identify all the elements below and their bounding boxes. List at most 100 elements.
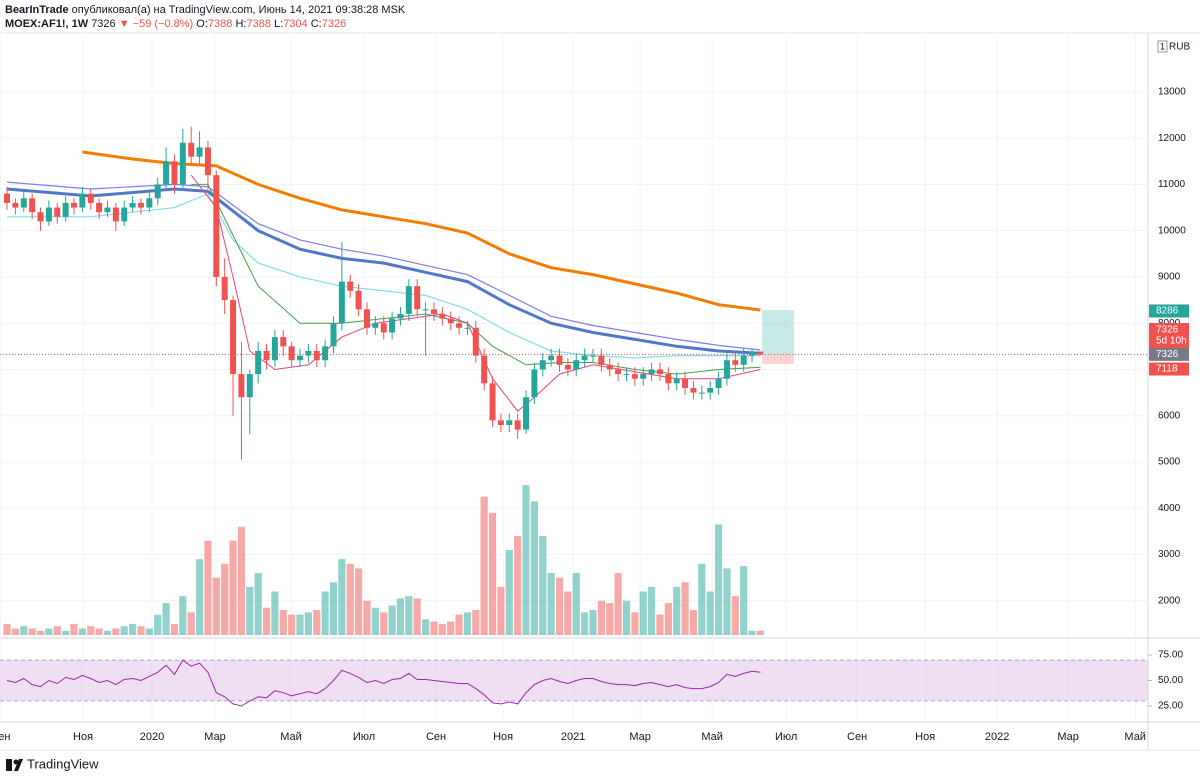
y-tick-label: 4000 xyxy=(1158,503,1181,514)
x-tick-label: Сен xyxy=(0,731,10,743)
candle-body xyxy=(347,281,354,291)
volume-bar xyxy=(363,600,371,635)
volume-bar xyxy=(488,512,497,635)
candle-body xyxy=(757,351,764,355)
candle-body xyxy=(196,147,203,157)
volume-bar xyxy=(11,628,20,635)
volume-bar xyxy=(296,614,304,635)
volume-bar xyxy=(304,612,312,635)
volume-bar xyxy=(472,610,480,635)
candle-body xyxy=(456,323,463,328)
candle-body xyxy=(422,309,429,311)
volume-bar xyxy=(371,607,379,635)
y-tick-label: 11000 xyxy=(1158,179,1186,190)
volume-bar xyxy=(221,563,229,635)
volume-bar xyxy=(631,612,639,635)
candle-body xyxy=(12,202,19,208)
volume-bar xyxy=(539,536,547,635)
y-tick-label: 12000 xyxy=(1158,133,1186,144)
volume-bar xyxy=(179,596,187,635)
volume-bar xyxy=(622,600,631,635)
candle-body xyxy=(506,420,513,425)
x-tick-label: Мар xyxy=(629,731,651,743)
moving-average xyxy=(6,181,761,351)
volume-bar xyxy=(639,591,647,635)
volume-bar xyxy=(714,524,723,635)
candle-body xyxy=(397,313,404,319)
candle-body xyxy=(690,387,697,393)
candle-body xyxy=(230,300,237,375)
candle-body xyxy=(4,193,11,203)
x-tick-label: Мар xyxy=(1057,731,1079,743)
volume-bar xyxy=(346,563,354,635)
scale-badge[interactable]: 1 xyxy=(1160,41,1165,51)
candle-body xyxy=(330,323,337,347)
scale-badge-box[interactable] xyxy=(1157,40,1168,53)
candle-body xyxy=(213,175,220,277)
volume-bar xyxy=(430,621,438,635)
candle-body xyxy=(548,355,555,361)
candle-body xyxy=(732,360,739,365)
volume-bar xyxy=(70,623,78,635)
candle-body xyxy=(112,207,119,222)
candle-body xyxy=(322,346,329,361)
volume-bar xyxy=(606,603,614,635)
volume-bar xyxy=(689,610,698,635)
x-tick-label: Май xyxy=(1124,731,1146,743)
candle-body xyxy=(355,290,362,310)
rsi-tick-label: 25.00 xyxy=(1158,701,1183,712)
position-target xyxy=(762,309,794,355)
candle-body xyxy=(656,369,663,375)
volume-bar xyxy=(128,623,137,635)
candle-body xyxy=(137,202,144,208)
volume-bar xyxy=(597,600,605,635)
h-value: 7388 xyxy=(246,18,270,30)
volume-bar xyxy=(288,614,296,635)
volume-bar xyxy=(355,568,363,635)
volume-bar xyxy=(698,563,706,635)
candle-body xyxy=(179,142,186,185)
volume-bar xyxy=(413,598,421,635)
rsi-line xyxy=(6,659,761,707)
volume-bar xyxy=(514,536,522,635)
candle-body xyxy=(405,286,412,314)
x-tick-label: Май xyxy=(280,731,302,743)
volume-bar xyxy=(170,623,179,635)
rsi-band xyxy=(0,660,1148,701)
candle-body xyxy=(481,355,488,384)
candle-body xyxy=(288,346,295,361)
candle-body xyxy=(740,355,747,365)
candle-body xyxy=(121,207,128,222)
candle-body xyxy=(623,374,630,376)
volume-bar xyxy=(187,612,195,635)
volume-bar xyxy=(555,577,564,635)
logo-mark xyxy=(14,759,23,771)
candle-body xyxy=(707,387,714,393)
moving-average xyxy=(7,192,761,359)
volume-bar xyxy=(329,582,338,635)
candle-body xyxy=(682,378,689,388)
volume-bar xyxy=(497,586,505,635)
candle-body xyxy=(665,374,672,384)
candle-body xyxy=(20,198,27,208)
y-tick-label: 2000 xyxy=(1158,595,1181,606)
logo xyxy=(6,759,23,771)
moving-average xyxy=(190,174,761,412)
x-tick-label: Июл xyxy=(775,731,797,743)
candle-body xyxy=(87,193,94,203)
volume-bar xyxy=(647,586,656,635)
c-value: 7326 xyxy=(322,18,346,30)
o-value: 7388 xyxy=(208,18,232,30)
volume-bar xyxy=(522,485,530,635)
candle-body xyxy=(380,323,387,333)
x-tick-label: 2022 xyxy=(985,731,1009,743)
volume-bar xyxy=(162,603,170,635)
volume-bar xyxy=(237,526,246,635)
candle-body xyxy=(280,337,287,347)
candle-body xyxy=(96,202,103,213)
candle-body xyxy=(606,364,613,370)
candle-body xyxy=(79,193,86,208)
